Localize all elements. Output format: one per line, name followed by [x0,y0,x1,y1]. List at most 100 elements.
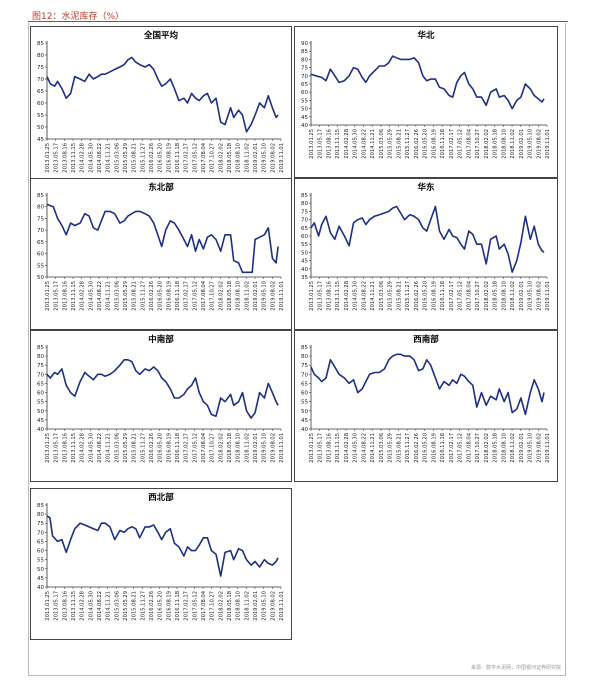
y-tick-label: 75 [37,521,44,527]
x-tick-label: 2015.08.21 [132,591,138,621]
y-tick-label: 65 [301,381,308,387]
x-tick-label: 2015.05.29 [388,281,394,311]
x-tick-label: 2013.01.25 [45,143,51,173]
x-tick-label: 2018.05.18 [493,281,499,311]
x-tick-label: 2019.05.10 [528,129,534,159]
x-tick-label: 2015.08.21 [132,143,138,173]
x-tick-label: 2015.05.29 [123,433,129,463]
y-tick-label: 70 [37,530,44,536]
x-tick-label: 2014.05.30 [88,433,94,463]
x-tick-label: 2014.02.28 [80,591,86,621]
x-tick-label: 2013.11.15 [335,129,341,159]
y-tick-label: 70 [301,74,308,80]
y-tick-label: 50 [301,107,308,113]
x-tick-label: 2013.08.16 [62,433,68,463]
x-tick-label: 2013.01.25 [309,129,315,159]
x-tick-label: 2019.08.02 [270,143,276,173]
y-tick-label: 70 [37,228,44,234]
x-tick-label: 2014.02.28 [344,129,350,159]
x-tick-label: 2019.02.01 [253,281,259,311]
x-tick-label: 2014.05.30 [353,281,359,311]
y-tick-label: 55 [37,263,44,269]
y-tick-label: 80 [301,354,308,360]
x-tick-label: 2019.11.01 [545,129,551,159]
y-tick-label: 50 [301,250,308,256]
x-tick-label: 2018.08.10 [501,433,507,463]
y-tick-label: 80 [37,512,44,518]
x-tick-label: 2018.02.02 [484,129,490,159]
x-tick-label: 2019.02.01 [519,129,525,159]
y-tick-label: 85 [301,49,308,55]
x-tick-label: 2017.10.27 [475,129,481,159]
x-tick-label: 2018.11.02 [244,433,250,463]
x-tick-label: 2019.05.10 [528,433,534,463]
x-tick-label: 2017.02.17 [184,143,190,173]
x-tick-label: 2018.05.18 [227,281,233,311]
x-tick-label: 2017.05.12 [192,433,198,463]
x-tick-label: 2016.08.19 [166,281,172,311]
chart-svg: 西北部 40 45 50 55 60 65 70 75 80 85 2013.01.25 2013.05… [37,492,285,621]
x-tick-label: 2018.05.18 [227,143,233,173]
x-tick-label: 2016.05.20 [423,281,429,311]
x-tick-label: 2015.08.21 [396,433,402,463]
y-tick-label: 40 [37,585,44,591]
y-tick-label: 60 [37,101,44,107]
x-tick-label: 2014.11.21 [106,591,112,621]
x-tick-label: 2014.11.21 [370,281,376,311]
x-tick-label: 2013.05.17 [318,129,324,159]
y-tick-label: 40 [301,267,308,273]
x-tick-label: 2019.05.10 [262,433,268,463]
chart-title: 华东 [417,182,435,193]
x-tick-label: 2015.11.27 [405,129,411,159]
x-tick-label: 2019.11.01 [545,281,551,311]
y-tick-label: 50 [301,409,308,415]
x-tick-label: 2019.11.01 [279,433,285,463]
x-tick-label: 2014.11.21 [106,433,112,463]
x-tick-label: 2017.10.27 [210,143,216,173]
x-tick-label: 2017.05.12 [192,591,198,621]
y-tick-label: 65 [37,89,44,95]
x-tick-label: 2014.02.28 [80,143,86,173]
figure-frame [28,23,566,676]
y-tick-label: 80 [37,53,44,59]
x-tick-label: 2014.02.28 [80,281,86,311]
x-tick-label: 2018.11.02 [244,143,250,173]
x-tick-label: 2017.08.04 [466,432,472,462]
y-tick-label: 60 [37,252,44,258]
x-tick-label: 2015.05.29 [123,281,129,311]
y-tick-label: 80 [37,205,44,211]
x-tick-label: 2015.08.21 [396,129,402,159]
chart-title: 全国平均 [143,30,179,41]
x-tick-label: 2018.02.02 [218,281,224,311]
y-tick-label: 60 [37,391,44,397]
y-tick-label: 65 [37,539,44,545]
y-tick-label: 85 [37,345,44,351]
y-tick-label: 80 [301,57,308,63]
x-tick-label: 2016.08.19 [166,591,172,621]
x-tick-label: 2015.03.06 [114,433,120,463]
x-tick-label: 2018.05.18 [227,591,233,621]
y-tick-label: 55 [301,400,308,406]
x-tick-label: 2017.05.12 [458,281,464,311]
y-tick-label: 60 [37,549,44,555]
x-tick-label: 2018.02.02 [218,591,224,621]
chart-panel-southwest: 西南部 40 45 50 55 60 65 70 75 80 85 2013.01.25 2013.05… [294,330,558,482]
x-tick-label: 2015.11.27 [140,433,146,463]
x-tick-label: 2014.11.21 [106,281,112,311]
x-tick-label: 2015.03.06 [114,591,120,621]
x-tick-label: 2013.01.25 [45,281,51,311]
series-line [310,55,545,110]
chart-title: 中南部 [148,334,174,345]
chart-panel-north-china: 华北 40 45 50 55 60 65 70 75 80 85 90 2013.01.25 2013.0… [294,26,558,178]
y-tick-label: 40 [301,427,308,433]
x-tick-label: 2014.05.30 [88,281,94,311]
y-tick-label: 40 [301,123,308,129]
x-tick-label: 2015.05.29 [123,143,129,173]
x-tick-label: 2016.05.20 [158,281,164,311]
x-tick-label: 2019.08.02 [270,433,276,463]
y-tick-label: 75 [301,363,308,369]
x-tick-label: 2016.05.20 [158,591,164,621]
y-tick-label: 85 [37,193,44,199]
y-tick-label: 75 [37,216,44,222]
